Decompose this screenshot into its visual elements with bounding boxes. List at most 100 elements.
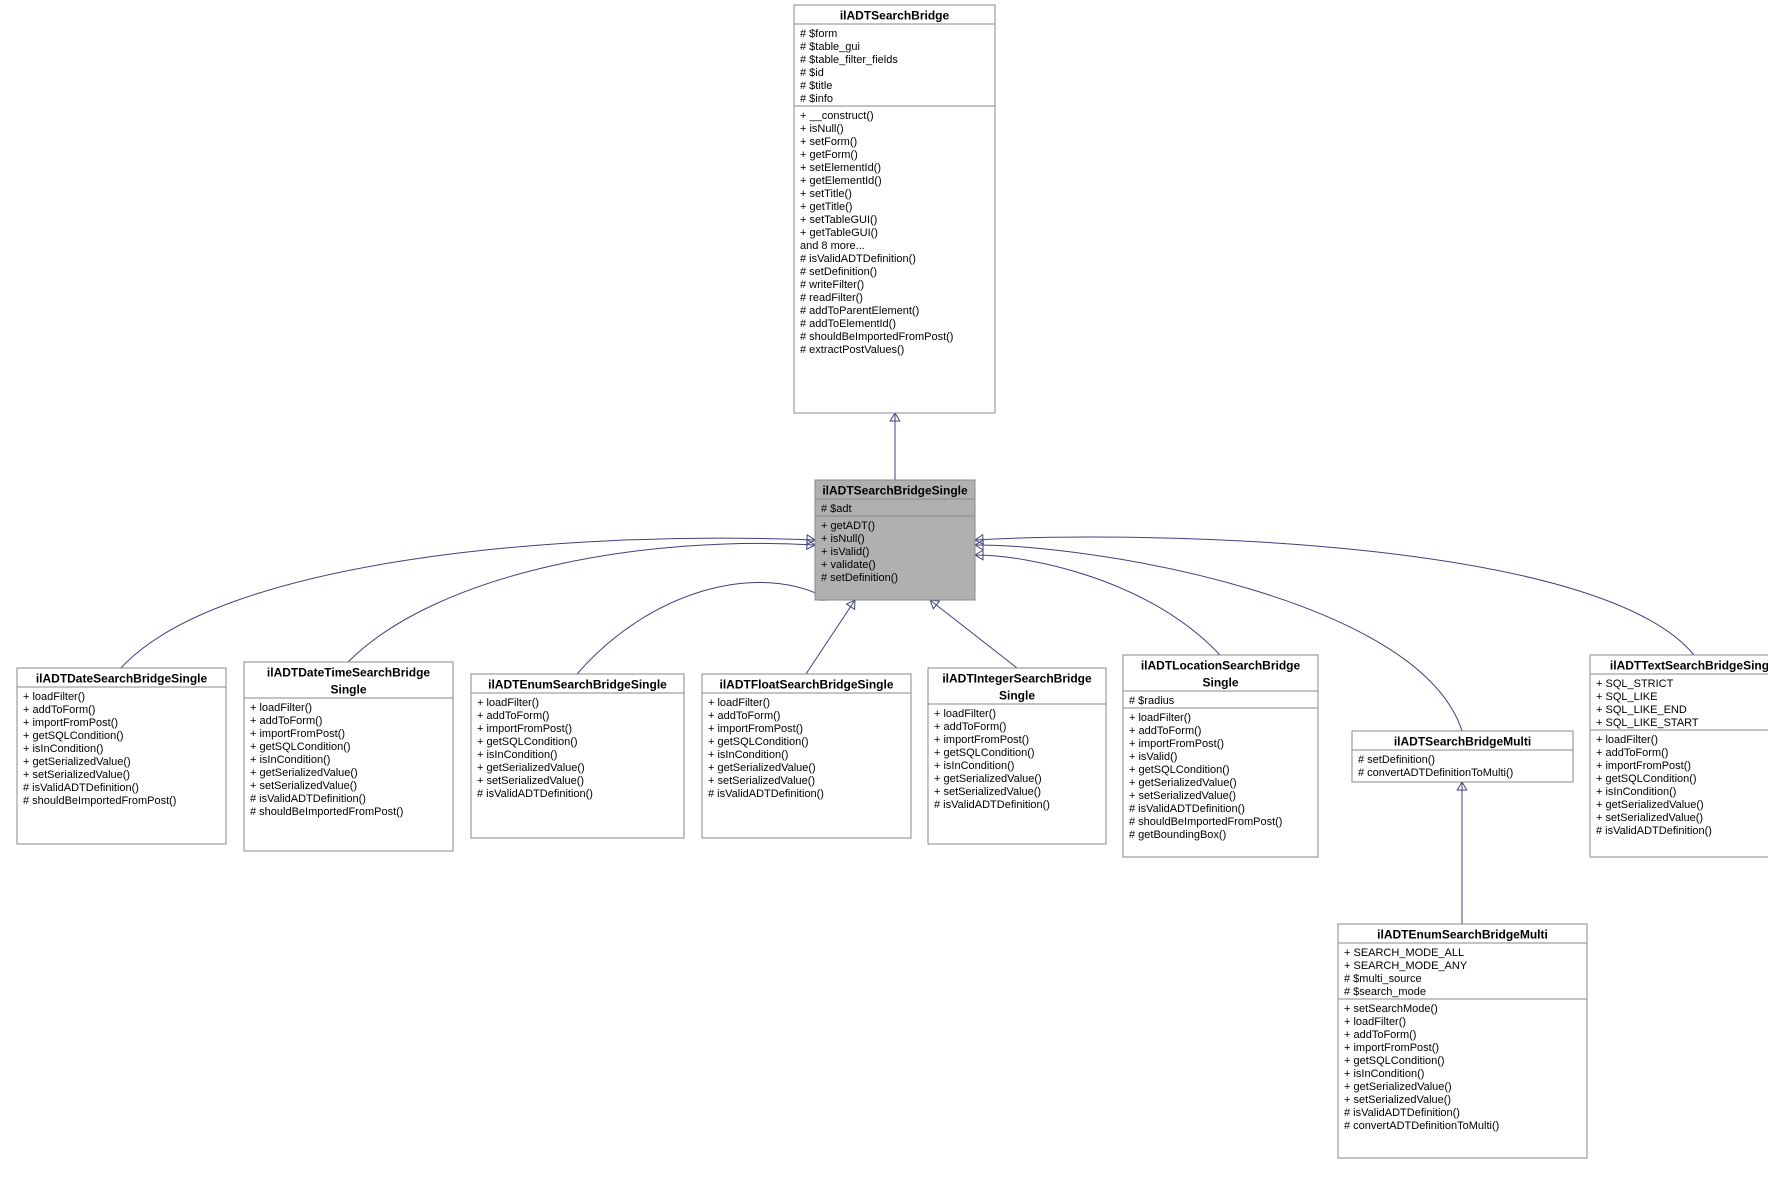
class-member: # isValidADTDefinition() — [708, 788, 824, 800]
class-member: # setDefinition() — [800, 266, 877, 278]
class-title: ilADTFloatSearchBridgeSingle — [719, 677, 893, 691]
class-title: ilADTEnumSearchBridgeSingle — [488, 677, 667, 691]
class-member: + loadFilter() — [708, 697, 770, 709]
class-member: + setForm() — [800, 136, 857, 148]
class-member: # shouldBeImportedFromPost() — [250, 806, 403, 818]
inheritance-edge — [577, 582, 830, 674]
class-member: + getTitle() — [800, 201, 852, 213]
class-member: + SQL_LIKE — [1596, 691, 1657, 703]
class-member: # shouldBeImportedFromPost() — [23, 795, 176, 807]
class-member: + getSerializedValue() — [1596, 799, 1704, 811]
class-member: # setDefinition() — [821, 572, 898, 584]
class-member: # addToElementId() — [800, 318, 896, 330]
inheritance-edge — [975, 555, 1220, 655]
class-member: + getSerializedValue() — [23, 756, 131, 768]
class-member: # $title — [800, 80, 832, 92]
class-member: + getSQLCondition() — [1129, 764, 1230, 776]
class-member: # $table_filter_fields — [800, 54, 898, 66]
class-member: + addToForm() — [23, 704, 95, 716]
uml-diagram: ilADTSearchBridge# $form# $table_gui# $t… — [0, 0, 1768, 1183]
class-member: # setDefinition() — [1358, 754, 1435, 766]
class-member: # convertADTDefinitionToMulti() — [1344, 1120, 1499, 1132]
class-member: + setTableGUI() — [800, 214, 877, 226]
class-member: + getSerializedValue() — [250, 767, 358, 779]
class-member: + importFromPost() — [1596, 760, 1691, 772]
uml-class-location: ilADTLocationSearchBridgeSingle# $radius… — [1123, 655, 1318, 857]
class-member: + addToForm() — [1344, 1029, 1416, 1041]
class-member: + loadFilter() — [23, 691, 85, 703]
class-member: and 8 more... — [800, 240, 865, 252]
class-member: + __construct() — [800, 110, 874, 122]
class-member: + getSerializedValue() — [934, 773, 1042, 785]
class-member: # addToParentElement() — [800, 305, 919, 317]
class-member: # $multi_source — [1344, 973, 1422, 985]
class-member: # isValidADTDefinition() — [934, 799, 1050, 811]
class-member: # $adt — [821, 503, 852, 515]
class-member: + setSerializedValue() — [1129, 790, 1236, 802]
class-member: # isValidADTDefinition() — [250, 793, 366, 805]
class-title: ilADTSearchBridge — [840, 8, 950, 22]
class-member: + getSQLCondition() — [934, 747, 1035, 759]
class-member: + addToForm() — [250, 715, 322, 727]
class-member: + isInCondition() — [23, 743, 103, 755]
class-member: + getSQLCondition() — [708, 736, 809, 748]
class-title: ilADTSearchBridgeSingle — [822, 483, 968, 497]
class-member: + loadFilter() — [1344, 1016, 1406, 1028]
class-title: ilADTTextSearchBridgeSingle — [1610, 658, 1768, 672]
uml-class-single: ilADTSearchBridgeSingle# $adt+ getADT()+… — [815, 480, 975, 600]
class-member: + loadFilter() — [1129, 712, 1191, 724]
class-member: # shouldBeImportedFromPost() — [1129, 816, 1282, 828]
class-member: + importFromPost() — [1129, 738, 1224, 750]
class-member: # isValidADTDefinition() — [800, 253, 916, 265]
class-member: + getSerializedValue() — [708, 762, 816, 774]
class-member: + loadFilter() — [1596, 734, 1658, 746]
class-member: # isValidADTDefinition() — [1129, 803, 1245, 815]
class-member: + getSQLCondition() — [23, 730, 124, 742]
class-member: # isValidADTDefinition() — [1344, 1107, 1460, 1119]
class-title: ilADTDateTimeSearchBridge — [267, 665, 430, 679]
class-member: + addToForm() — [1596, 747, 1668, 759]
class-member: + setSerializedValue() — [23, 769, 130, 781]
class-member: + getSQLCondition() — [477, 736, 578, 748]
class-member: + isInCondition() — [1596, 786, 1676, 798]
class-member: + setSerializedValue() — [934, 786, 1041, 798]
class-member: + addToForm() — [477, 710, 549, 722]
class-member: + getSQLCondition() — [250, 741, 351, 753]
class-member: + isValid() — [821, 546, 869, 558]
class-member: # isValidADTDefinition() — [1596, 825, 1712, 837]
class-member: # $info — [800, 93, 833, 105]
inheritance-edge — [975, 537, 1694, 655]
inheritance-edge — [121, 538, 815, 668]
class-member: + setSerializedValue() — [250, 780, 357, 792]
class-member: + getElementId() — [800, 175, 882, 187]
inheritance-edge — [806, 600, 855, 674]
class-member: # shouldBeImportedFromPost() — [800, 331, 953, 343]
uml-class-text: ilADTTextSearchBridgeSingle+ SQL_STRICT+… — [1590, 655, 1768, 857]
class-member: + getTableGUI() — [800, 227, 878, 239]
class-member: + SQL_STRICT — [1596, 678, 1674, 690]
class-member: + importFromPost() — [23, 717, 118, 729]
class-member: + setTitle() — [800, 188, 852, 200]
class-member: + validate() — [821, 559, 876, 571]
class-member: + SQL_LIKE_END — [1596, 704, 1687, 716]
class-title: Single — [330, 682, 366, 696]
uml-class-date: ilADTDateSearchBridgeSingle + loadFilter(… — [17, 668, 226, 844]
uml-class-root: ilADTSearchBridge# $form# $table_gui# $t… — [794, 5, 995, 413]
class-member: + isInCondition() — [708, 749, 788, 761]
class-member: + loadFilter() — [250, 702, 312, 714]
class-member: + loadFilter() — [477, 697, 539, 709]
class-member: + isInCondition() — [250, 754, 330, 766]
class-member: + getSQLCondition() — [1344, 1055, 1445, 1067]
uml-class-datetime: ilADTDateTimeSearchBridge Single + loadFil… — [244, 662, 453, 851]
class-title: ilADTDateSearchBridgeSingle — [36, 671, 208, 685]
class-member: + isValid() — [1129, 751, 1177, 763]
class-member: # extractPostValues() — [800, 344, 904, 356]
class-member: + setSerializedValue() — [1596, 812, 1703, 824]
class-member: + addToForm() — [708, 710, 780, 722]
uml-class-multi: ilADTSearchBridgeMulti# setDefinition()#… — [1352, 731, 1573, 782]
class-member: # $search_mode — [1344, 986, 1426, 998]
uml-class-float: ilADTFloatSearchBridgeSingle + loadFilter… — [702, 674, 911, 838]
class-member: # $id — [800, 67, 824, 79]
class-member: + setSerializedValue() — [1344, 1094, 1451, 1106]
class-member: + importFromPost() — [708, 723, 803, 735]
